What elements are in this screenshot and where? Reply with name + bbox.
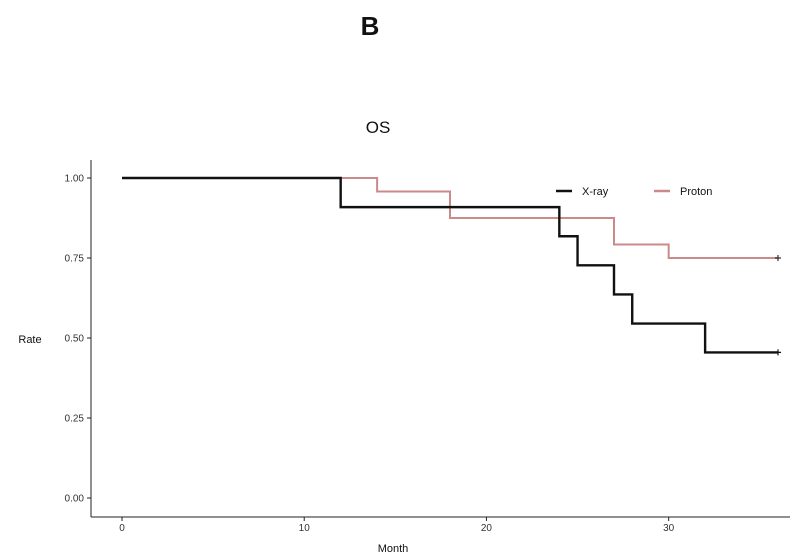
axis-ticks: 0.00 0.25 0.50 0.75 1.00 0 10 20 30 [65, 174, 675, 535]
x-tick-label: 10 [299, 523, 311, 534]
y-tick-label: 0.50 [65, 334, 85, 345]
x-tick-label: 20 [481, 523, 493, 534]
censor-mark-x-ray [775, 349, 781, 356]
legend-label-proton: Proton [680, 186, 712, 198]
y-axis-label: Rate [18, 334, 41, 346]
series-line-proton [122, 177, 778, 259]
survival-curves [122, 176, 781, 356]
y-tick-label: 0.00 [65, 494, 85, 505]
panel-label: B [361, 11, 380, 41]
y-tick-label: 0.75 [65, 254, 85, 265]
x-tick-label: 0 [119, 523, 125, 534]
y-tick-label: 0.25 [65, 414, 85, 425]
series-line-x-ray [122, 176, 778, 354]
censor-mark-proton [775, 255, 781, 261]
x-tick-label: 30 [663, 523, 675, 534]
legend-label-xray: X-ray [582, 186, 609, 198]
y-tick-label: 1.00 [65, 174, 85, 185]
legend: X-ray Proton [556, 186, 712, 198]
chart-title: OS [366, 118, 391, 137]
x-axis-label: Month [378, 543, 409, 555]
